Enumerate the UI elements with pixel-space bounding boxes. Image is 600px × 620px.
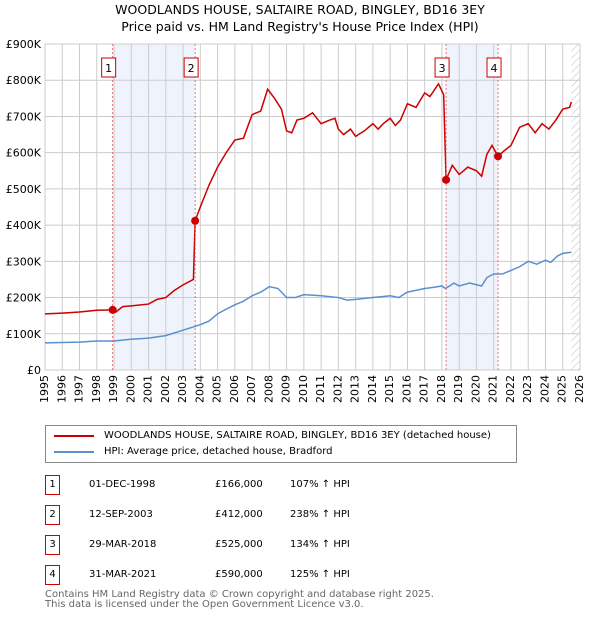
sale-price: £590,000 <box>215 569 263 580</box>
sale-hpi: 134% ↑ HPI <box>290 539 350 550</box>
sale-label-box <box>486 57 502 78</box>
x-tick-label: 2007 <box>245 375 258 403</box>
property-price-line <box>44 82 573 315</box>
x-tick-label: 2026 <box>573 375 586 403</box>
legend-line-hpi <box>54 450 94 453</box>
y-tick-label: £300K <box>6 255 42 268</box>
x-tick-label: 2000 <box>124 375 137 403</box>
sale-number: 2 <box>45 505 60 525</box>
x-tick-label: 1999 <box>107 375 120 403</box>
ownership-band <box>446 44 499 370</box>
x-tick-label: 2013 <box>349 375 362 403</box>
x-tick-label: 2016 <box>400 375 413 403</box>
x-tick-label: 2004 <box>193 375 206 403</box>
sale-date: 31-MAR-2021 <box>89 569 157 580</box>
sale-label-box <box>101 57 117 78</box>
x-tick-label: 2025 <box>556 375 569 403</box>
plot-border <box>44 43 581 371</box>
sale-number: 3 <box>45 535 60 555</box>
price-chart: £0 £100K £200K £300K £400K £500K £600K £700K £80… <box>6 38 586 403</box>
x-tick-label: 1997 <box>73 375 86 403</box>
y-tick-label: £0 <box>27 364 41 377</box>
sale-hpi: 238% ↑ HPI <box>290 509 350 520</box>
sale-label: 2 <box>188 62 195 75</box>
sale-point <box>108 305 117 314</box>
x-tick-label: 2006 <box>228 375 241 403</box>
x-tick-label: 2012 <box>331 375 344 403</box>
x-tick-label: 2001 <box>142 375 155 403</box>
x-tick-label: 2024 <box>538 375 551 403</box>
sale-label: 4 <box>491 62 498 75</box>
x-tick-label: 2014 <box>366 375 379 403</box>
x-tick-label: 1995 <box>38 375 51 403</box>
x-tick-label: 2017 <box>418 375 431 403</box>
chart-legend: WOODLANDS HOUSE, SALTAIRE ROAD, BINGLEY,… <box>45 425 517 463</box>
sale-date: 01-DEC-1998 <box>89 479 156 490</box>
sale-price: £525,000 <box>215 539 263 550</box>
x-tick-label: 2003 <box>176 375 189 403</box>
legend-property-label: WOODLANDS HOUSE, SALTAIRE ROAD, BINGLEY,… <box>104 430 491 441</box>
x-tick-label: 2009 <box>280 375 293 403</box>
x-tick-label: 2010 <box>297 375 310 403</box>
x-tick-label: 1998 <box>90 375 103 403</box>
sale-number: 1 <box>45 475 60 495</box>
sale-label: 3 <box>439 62 446 75</box>
sale-point <box>442 175 451 184</box>
sale-label: 1 <box>105 62 112 75</box>
y-tick-label: £400K <box>6 219 42 232</box>
chart-title: WOODLANDS HOUSE, SALTAIRE ROAD, BINGLEY,… <box>115 2 485 17</box>
x-tick-label: 2021 <box>487 375 500 403</box>
sale-date: 12-SEP-2003 <box>89 509 153 520</box>
x-tick-label: 2018 <box>435 375 448 403</box>
legend-hpi-label: HPI: Average price, detached house, Brad… <box>104 446 333 457</box>
x-tick-label: 2002 <box>159 375 172 403</box>
y-tick-label: £200K <box>6 292 42 305</box>
y-tick-label: £900K <box>6 38 42 51</box>
forecast-hatch <box>571 44 580 370</box>
sale-label-box <box>434 57 450 78</box>
sale-hpi: 107% ↑ HPI <box>290 479 350 490</box>
sale-number: 4 <box>45 565 60 585</box>
legend-line-property <box>54 434 94 437</box>
y-tick-label: £800K <box>6 74 42 87</box>
x-tick-label: 2020 <box>469 375 482 403</box>
footer-line-2: This data is licensed under the Open Gov… <box>45 599 364 610</box>
x-tick-label: 1996 <box>55 375 68 403</box>
sale-date: 29-MAR-2018 <box>89 539 157 550</box>
sale-price: £412,000 <box>215 509 263 520</box>
chart-subtitle: Price paid vs. HM Land Registry's House … <box>121 19 479 34</box>
x-tick-label: 2022 <box>504 375 517 403</box>
y-tick-label: £500K <box>6 183 42 196</box>
ownership-band <box>112 44 196 370</box>
x-tick-label: 2011 <box>314 375 327 403</box>
x-tick-label: 2008 <box>262 375 275 403</box>
sale-hpi: 125% ↑ HPI <box>290 569 350 580</box>
y-tick-label: £100K <box>6 328 42 341</box>
y-tick-label: £600K <box>6 147 42 160</box>
y-tick-label: £700K <box>6 110 42 123</box>
footer: Contains HM Land Registry data © Crown c… <box>45 590 434 610</box>
x-tick-label: 2023 <box>521 375 534 403</box>
x-tick-label: 2019 <box>452 375 465 403</box>
sale-price: £166,000 <box>215 479 263 490</box>
footer-line-1: Contains HM Land Registry data © Crown c… <box>45 589 434 600</box>
sale-point <box>494 152 503 161</box>
x-tick-label: 2015 <box>383 375 396 403</box>
sale-point <box>191 216 200 225</box>
x-tick-label: 2005 <box>211 375 224 403</box>
sale-label-box <box>183 57 199 78</box>
hpi-line <box>44 251 572 344</box>
